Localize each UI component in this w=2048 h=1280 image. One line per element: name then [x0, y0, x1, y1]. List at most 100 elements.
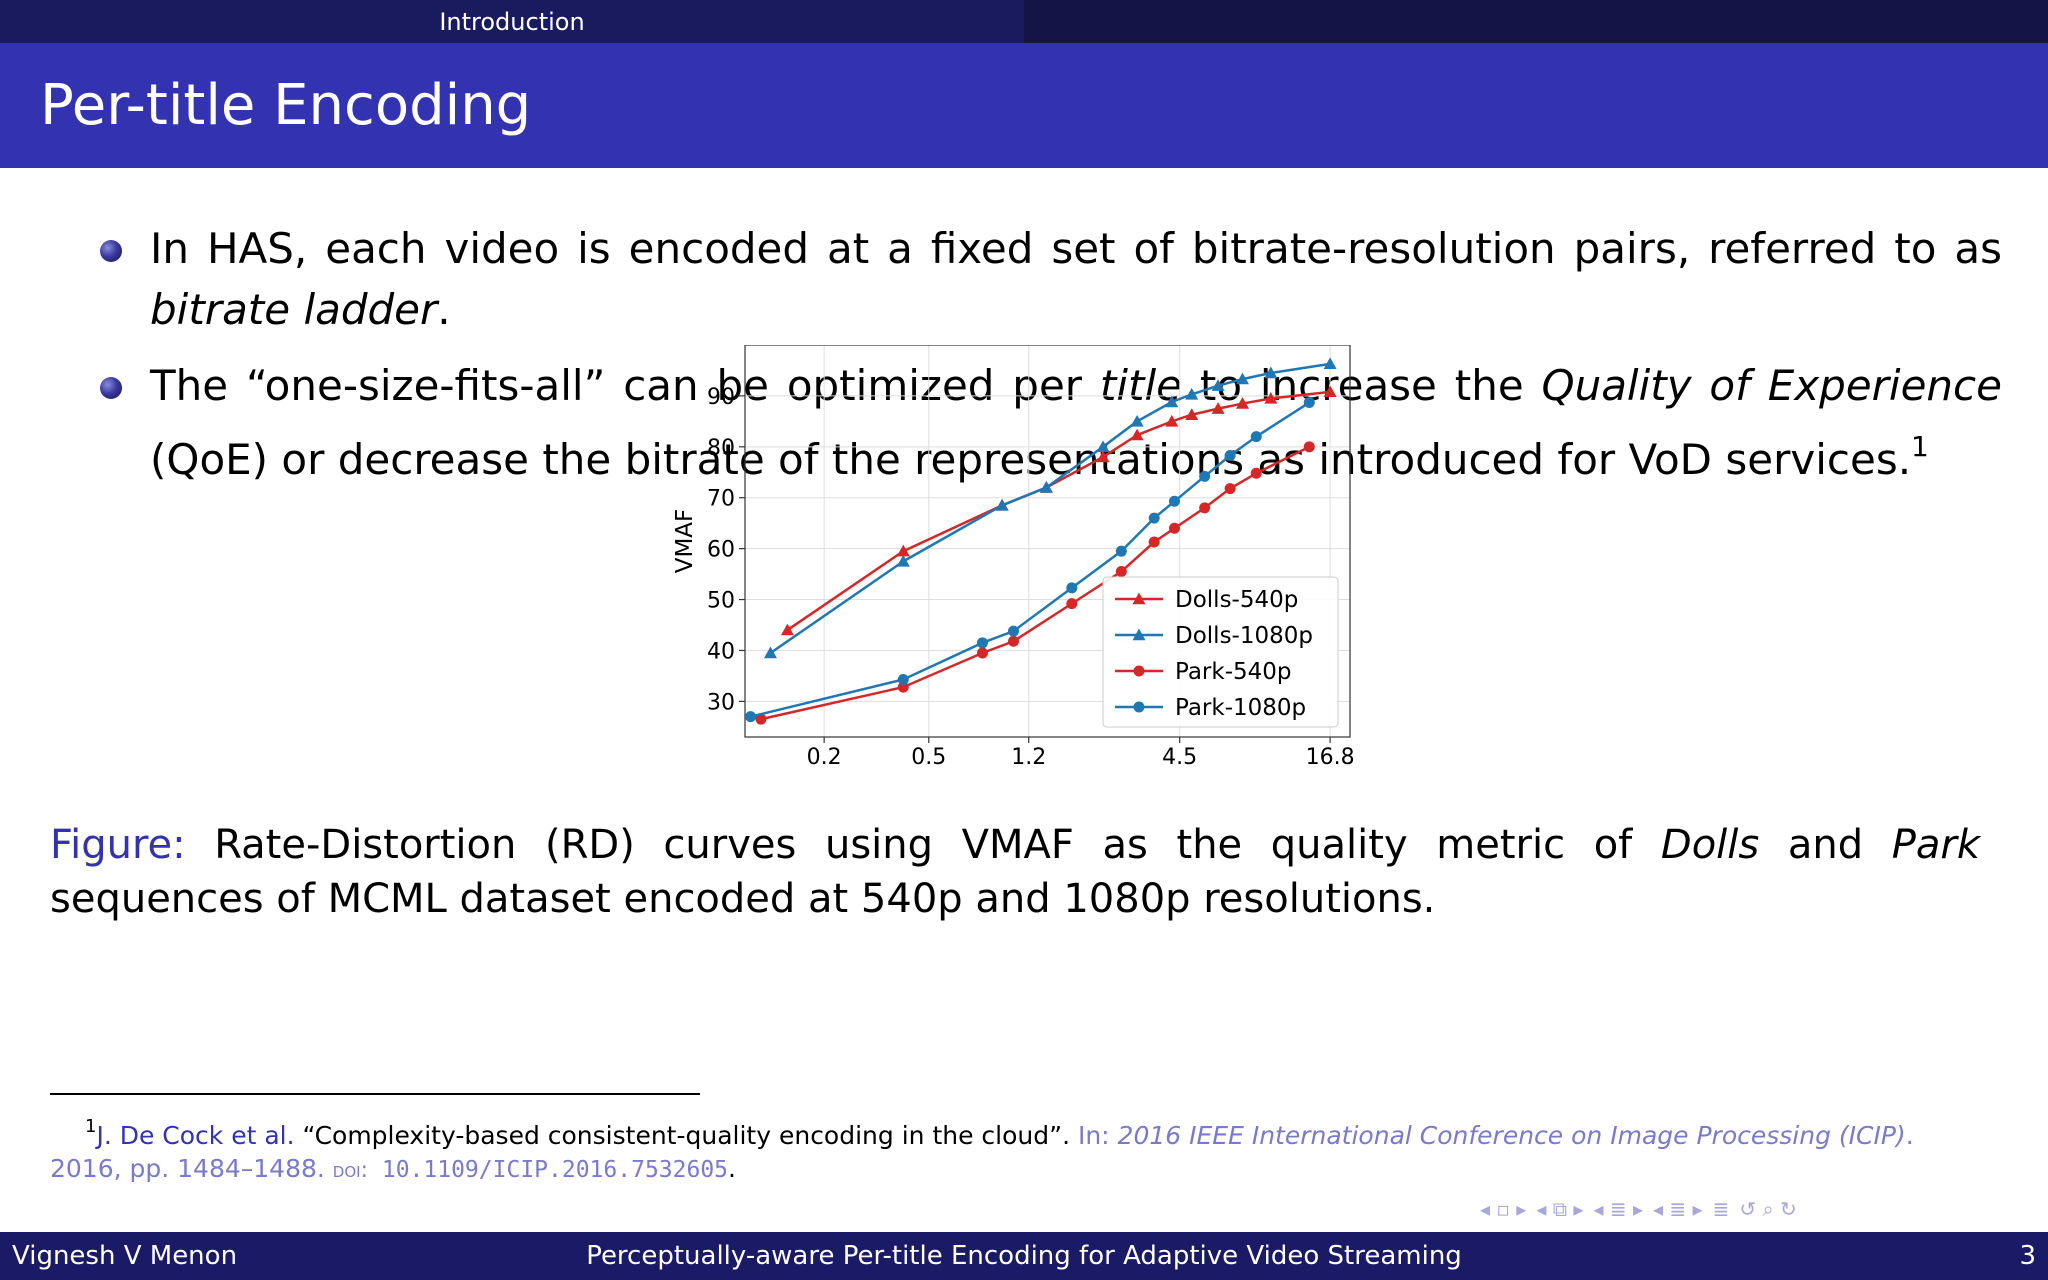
data-point-park-540p	[1007, 635, 1019, 647]
data-point-dolls-1080p	[1185, 387, 1199, 400]
data-point-dolls-1080p	[896, 554, 910, 567]
footer-talk-title: Perceptually-aware Per-title Encoding fo…	[586, 1241, 1462, 1271]
plot-frame	[744, 344, 1351, 738]
legend-marker	[1132, 592, 1146, 605]
legend-marker	[1132, 628, 1146, 641]
bullet-item-1: In HAS, each video is encoded at a fixed…	[100, 218, 2002, 340]
footnote-mark: 1	[85, 1116, 97, 1137]
data-point-dolls-540p	[780, 623, 794, 636]
bullet-icon	[100, 377, 122, 399]
figure-caption: Figure: Rate-Distortion (RD) curves usin…	[50, 818, 1980, 926]
y-tick-label: 90	[707, 385, 735, 410]
x-tick-label: 0.5	[911, 745, 946, 765]
data-point-park-540p	[1066, 598, 1078, 610]
figure-label: Figure:	[50, 822, 186, 868]
x-tick-label: 16.8	[1306, 745, 1355, 765]
footnote-title: “Complexity-based consistent-quality enc…	[294, 1121, 1078, 1150]
legend-entry: Dolls-540p	[1175, 587, 1298, 613]
data-point-dolls-540p	[1130, 428, 1144, 441]
data-point-park-540p	[1115, 566, 1127, 578]
footnote-venue: 2016 IEEE International Conference on Im…	[1109, 1121, 1906, 1150]
data-point-dolls-1080p	[1323, 357, 1337, 370]
footnote-reference[interactable]: 1	[1911, 430, 1929, 463]
data-point-park-540p	[755, 713, 767, 725]
section-title[interactable]: Introduction	[0, 0, 1024, 43]
data-point-dolls-1080p	[1165, 395, 1179, 408]
rd-curve-svg: 0.20.51.24.516.830405060708090Bitrate (i…	[672, 344, 1355, 795]
footer-page-number: 3	[2019, 1241, 2036, 1271]
data-point-park-1080p	[1250, 431, 1262, 443]
data-point-park-540p	[897, 681, 909, 693]
data-point-park-1080p	[1066, 582, 1078, 594]
footnote-doi-link[interactable]: 10.1109/ICIP.2016.7532605	[368, 1157, 729, 1183]
data-point-dolls-1080p	[1264, 366, 1278, 379]
caption-text-c: sequences of MCML dataset encoded at 540…	[50, 876, 1436, 922]
data-point-park-1080p	[897, 673, 909, 685]
footnote-divider	[50, 1093, 700, 1095]
y-tick-label: 70	[707, 487, 735, 512]
data-point-dolls-1080p	[1039, 481, 1053, 493]
nav-prev-icon[interactable]: ◂ ▫ ▸	[1480, 1197, 1527, 1221]
legend-entry: Dolls-1080p	[1175, 623, 1313, 649]
data-point-park-540p	[1224, 483, 1236, 495]
top-navigation-bar: Introduction	[0, 0, 2048, 43]
data-point-dolls-540p	[896, 544, 910, 557]
y-tick-label: 40	[707, 639, 735, 664]
nav-section-icon[interactable]: ◂ ≣ ▸	[1593, 1197, 1643, 1221]
data-point-park-540p	[976, 647, 988, 659]
nav-frame-icon[interactable]: ◂ ⧉ ▸	[1536, 1197, 1584, 1221]
data-point-dolls-540p	[1185, 408, 1199, 420]
data-point-park-1080p	[1148, 512, 1160, 524]
data-point-dolls-540p	[1264, 391, 1278, 404]
bullet-2-text-a: The “one-size-fits-all” can be optimized…	[150, 361, 1100, 410]
x-tick-label: 1.2	[1011, 745, 1046, 765]
data-point-dolls-1080p	[995, 498, 1009, 511]
data-point-park-1080p	[1199, 470, 1211, 482]
data-point-dolls-540p	[1323, 385, 1337, 398]
data-point-dolls-1080p	[1211, 379, 1225, 391]
footer-bar: Perceptually-aware Per-title Encoding fo…	[0, 1232, 2048, 1280]
x-tick-label: 4.5	[1162, 745, 1197, 765]
rd-curve-chart: 0.20.51.24.516.830405060708090Bitrate (i…	[670, 344, 1360, 795]
footnote-doi-label: doi:	[332, 1158, 368, 1183]
caption-emphasis-dolls: Dolls	[1660, 822, 1760, 868]
data-point-park-540p	[1148, 536, 1160, 548]
bullet-2-text-c: (QoE) or decrease the bitrate of the rep…	[150, 435, 1912, 484]
data-point-dolls-540p	[1165, 414, 1179, 427]
nav-search-icon[interactable]: ↺ ⌕ ↻	[1739, 1197, 1797, 1221]
footnote-end: .	[728, 1154, 736, 1183]
legend-entry: Park-1080p	[1175, 695, 1306, 721]
data-point-park-1080p	[1224, 449, 1236, 461]
footnote-authors[interactable]: J. De Cock et al.	[96, 1121, 295, 1150]
footnote-year-pages: . 2016, pp. 1484–1488.	[50, 1121, 1914, 1183]
data-point-park-1080p	[976, 637, 988, 649]
data-point-dolls-1080p	[763, 646, 777, 659]
bullet-item-2: The “one-size-fits-all” can be optimized…	[100, 355, 2002, 490]
data-point-dolls-1080p	[1096, 440, 1110, 453]
bullet-2-emphasis-qoe: Quality of Experience	[1541, 361, 2002, 410]
legend-entry: Park-540p	[1175, 659, 1292, 685]
slide-title: Per-title Encoding	[0, 43, 2048, 168]
y-tick-label: 80	[707, 436, 735, 461]
bullet-icon	[100, 240, 122, 262]
data-point-park-1080p	[745, 711, 757, 723]
beamer-navigation-controls: ◂ ▫ ▸ ◂ ⧉ ▸ ◂ ≣ ▸ ◂ ≣ ▸ ≣ ↺ ⌕ ↻	[1480, 1195, 2020, 1223]
data-point-dolls-540p	[1211, 402, 1225, 414]
caption-text-b: and	[1759, 822, 1892, 868]
data-point-dolls-540p	[1235, 397, 1249, 409]
caption-emphasis-park: Park	[1891, 822, 1980, 868]
data-point-park-1080p	[1115, 545, 1127, 557]
nav-subsection-icon[interactable]: ◂ ≣ ▸	[1653, 1197, 1703, 1221]
footer-author: Vignesh V Menon	[12, 1241, 238, 1271]
data-point-park-540p	[1168, 522, 1180, 534]
y-tick-label: 50	[707, 589, 735, 614]
y-axis-label: VMAF	[672, 509, 698, 574]
nav-toc-icon[interactable]: ≣	[1712, 1197, 1730, 1221]
section-title-empty	[1024, 0, 2048, 43]
bullet-list: In HAS, each video is encoded at a fixed…	[100, 218, 2002, 505]
bullet-1-emphasis: bitrate ladder	[150, 285, 438, 334]
x-tick-label: 0.2	[807, 745, 842, 765]
data-point-dolls-540p	[1096, 450, 1110, 463]
caption-text-a: Rate-Distortion (RD) curves using VMAF a…	[185, 822, 1661, 868]
data-point-park-540p	[1250, 467, 1262, 479]
